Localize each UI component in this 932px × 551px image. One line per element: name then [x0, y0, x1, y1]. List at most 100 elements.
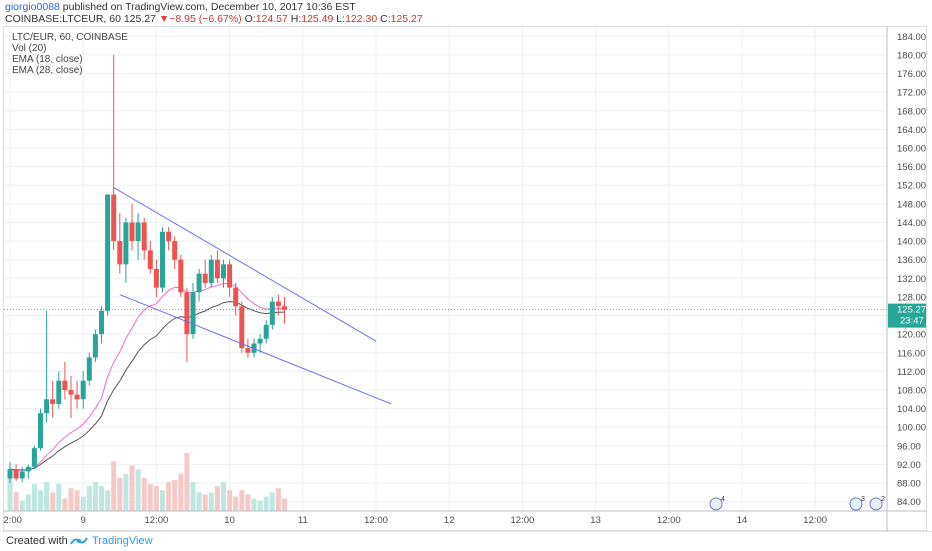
volume-bar [7, 477, 13, 511]
candle-body [99, 310, 104, 335]
candle-body [160, 231, 165, 288]
legend-ema-28: EMA (28, close) [12, 65, 83, 76]
publish-line: giorgio0088 published on TradingView.com… [5, 1, 356, 13]
candle-body [141, 222, 147, 251]
volume-bar [129, 465, 135, 511]
chart-legend: LTC/EUR, 60, COINBASE Vol (20) EMA (18, … [12, 32, 128, 76]
volume-bar [214, 486, 220, 511]
legend-symbol: LTC/EUR, 60, COINBASE [12, 32, 128, 43]
candle-body [50, 399, 56, 404]
chart-header: giorgio0088 published on TradingView.com… [0, 0, 932, 26]
volume-bar [50, 492, 56, 511]
event-marker-count: 3 [861, 496, 865, 503]
volume-bar [257, 500, 263, 511]
high-label: H: [290, 13, 302, 25]
volume-bar [135, 469, 141, 511]
volume-bar [19, 500, 25, 511]
volume-bar [56, 484, 62, 511]
footer-created-text: Created with [6, 535, 68, 547]
volume-bar [184, 453, 190, 511]
open-value: 124.57 [255, 13, 288, 25]
last-price-badge [888, 303, 926, 328]
candle-body [233, 287, 239, 307]
volume-bar [202, 494, 208, 511]
candle-body [257, 338, 263, 344]
volume-bar [160, 490, 165, 511]
candle-body [227, 264, 233, 288]
price-tick-label: 96.00 [897, 441, 921, 452]
candle-body [208, 259, 214, 283]
volume-bar [251, 498, 257, 511]
time-tick-label: 12 [444, 515, 455, 526]
volume-bar [153, 486, 159, 511]
candle-body [105, 194, 111, 311]
grid-lines [4, 27, 887, 511]
price-tick-label: 136.00 [897, 255, 926, 266]
low-label: L: [336, 13, 346, 25]
candle-body [86, 357, 92, 381]
candle-body [19, 471, 25, 479]
price-chart[interactable]: 84.00 88.00 92.00 96.00 100.00 104.00 108.00 11… [3, 26, 927, 531]
event-marker-count: 4 [721, 496, 725, 503]
candle-body [214, 259, 220, 279]
candle-body [202, 273, 208, 283]
footer-brand-link[interactable]: TradingView [92, 535, 153, 547]
price-axis[interactable]: 84.00 88.00 92.00 96.00 100.00 104.00 108.00 11… [4, 26, 926, 531]
volume-bar [74, 490, 80, 511]
candle-body [25, 466, 31, 472]
price-tick-label: 120.00 [897, 330, 926, 341]
volume-bar [227, 490, 233, 511]
time-tick-label: 12:00 [145, 515, 169, 526]
price-tick-label: 92.00 [897, 460, 921, 471]
candle-body [166, 231, 172, 242]
price-tick-label: 100.00 [897, 423, 926, 434]
footer: Created with TradingView [0, 531, 932, 551]
price-tick-label: 172.00 [897, 88, 926, 99]
candle-body [56, 380, 62, 404]
legend-ema-18: EMA (18, close) [12, 54, 83, 65]
candle-body [263, 324, 269, 339]
volume-bars [7, 453, 287, 511]
time-tick-label: 14 [737, 515, 748, 526]
volume-bar [166, 482, 172, 511]
event-marker-icon [709, 497, 723, 511]
candle-body [135, 222, 141, 242]
volume-bar [31, 484, 37, 511]
volume-bar [263, 496, 269, 511]
price-tick-label: 180.00 [897, 50, 926, 61]
price-tick-label: 184.00 [897, 32, 926, 43]
bar-countdown-label: 23:47 [900, 316, 924, 327]
time-tick-label: 10 [224, 515, 235, 526]
volume-bar [172, 479, 178, 511]
price-tick-label: 108.00 [897, 386, 926, 397]
trendlines[interactable] [113, 187, 392, 405]
time-tick-label: 12:00 [364, 515, 388, 526]
candle-body [31, 448, 37, 467]
price-tick-label: 148.00 [897, 199, 926, 210]
event-marker-icon [849, 497, 863, 511]
ema-28-line [9, 301, 285, 471]
candle-body [275, 301, 281, 307]
time-tick-label: 12:00 [511, 515, 535, 526]
candle-body [153, 269, 159, 288]
price-tick-label: 176.00 [897, 69, 926, 80]
event-markers[interactable]: 4 3 2 [709, 496, 885, 511]
time-tick-label: 11 [298, 515, 308, 526]
candle-body [123, 222, 129, 265]
candle-body [117, 241, 123, 265]
volume-bar [239, 490, 245, 511]
symbol-label: COINBASE:LTCEUR, 60 [5, 13, 121, 25]
price-tick-label: 116.00 [897, 348, 925, 359]
author-link[interactable]: giorgio0088 [5, 1, 60, 13]
volume-bar [178, 473, 184, 511]
time-tick-label: 9 [81, 515, 86, 526]
candle-body [269, 301, 275, 325]
price-tick-label: 104.00 [897, 404, 926, 415]
time-axis[interactable]: 12:00 9 12:00 10 11 12:00 12 12:00 13 12:00 14 12:0… [3, 510, 927, 526]
ema-18-line [9, 282, 285, 471]
candle-body [13, 469, 19, 479]
volume-bar [62, 498, 68, 511]
volume-bar [80, 496, 86, 511]
price-tick-label: 140.00 [897, 237, 926, 248]
volume-bar [25, 494, 31, 511]
